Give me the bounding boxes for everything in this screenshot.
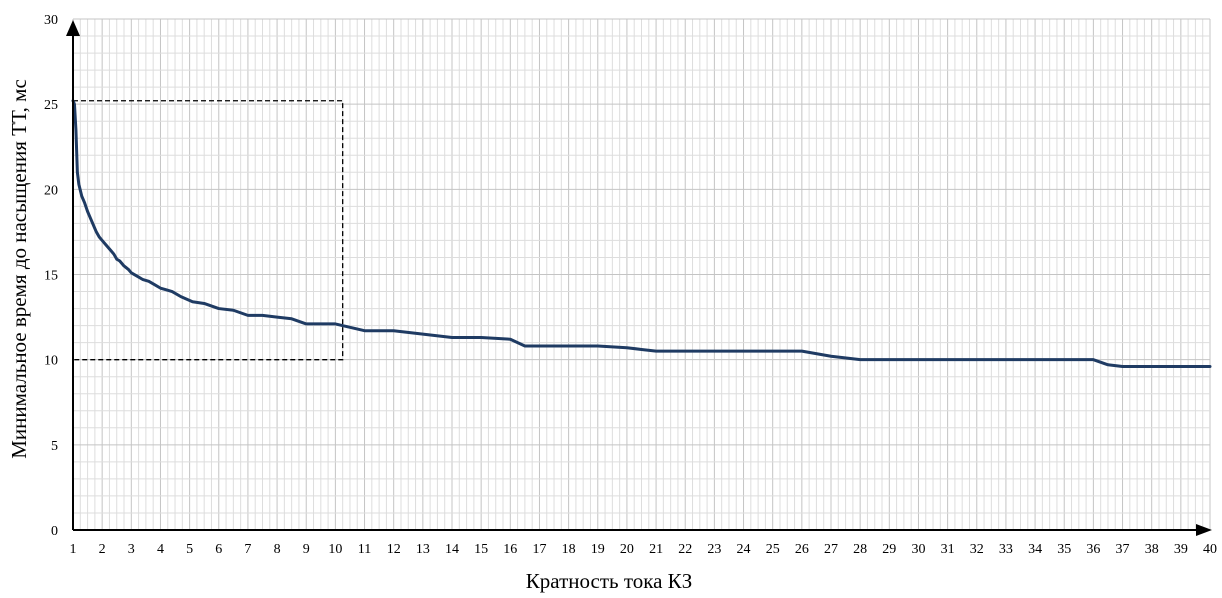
y-tick-label: 25 [44, 98, 58, 113]
x-tick-label: 27 [824, 542, 838, 557]
y-tick-label: 0 [51, 524, 58, 539]
x-tick-label: 17 [532, 542, 546, 557]
x-tick-label: 7 [244, 542, 251, 557]
x-tick-label: 10 [328, 542, 342, 557]
x-tick-label: 1 [70, 542, 77, 557]
x-tick-label: 34 [1028, 542, 1042, 557]
x-tick-label: 2 [99, 542, 106, 557]
x-tick-label: 20 [620, 542, 634, 557]
x-tick-label: 23 [707, 542, 721, 557]
x-tick-label: 9 [303, 542, 310, 557]
x-tick-label: 12 [387, 542, 401, 557]
x-tick-label: 3 [128, 542, 135, 557]
x-tick-label: 19 [591, 542, 605, 557]
x-tick-label: 15 [474, 542, 488, 557]
x-tick-label: 31 [941, 542, 955, 557]
x-tick-label: 32 [970, 542, 984, 557]
x-tick-label: 30 [911, 542, 925, 557]
dashed-zoom-rectangle [73, 101, 343, 360]
x-tick-label: 13 [416, 542, 430, 557]
x-tick-label: 35 [1057, 542, 1071, 557]
chart-annotations [73, 101, 343, 360]
x-tick-label: 36 [1086, 542, 1100, 557]
x-tick-label: 29 [882, 542, 896, 557]
y-tick-label: 15 [44, 269, 58, 284]
x-tick-label: 26 [795, 542, 809, 557]
x-tick-label: 37 [1116, 542, 1130, 557]
x-tick-label: 38 [1145, 542, 1159, 557]
x-tick-label: 5 [186, 542, 193, 557]
x-tick-label: 18 [562, 542, 576, 557]
x-tick-label: 14 [445, 542, 459, 557]
x-tick-label: 22 [678, 542, 692, 557]
y-tick-label: 10 [44, 354, 58, 369]
y-tick-label: 5 [51, 439, 58, 454]
y-axis-title: Минимальное время до насыщения ТТ, мс [7, 79, 31, 459]
x-tick-label: 33 [999, 542, 1013, 557]
y-tick-label: 30 [44, 13, 58, 28]
chart-grid [73, 19, 1210, 530]
x-tick-label: 28 [853, 542, 867, 557]
x-tick-label: 8 [274, 542, 281, 557]
x-tick-label: 16 [503, 542, 517, 557]
y-tick-labels: 0 5 10 15 20 25 30 [44, 13, 58, 539]
x-tick-label: 21 [649, 542, 663, 557]
y-tick-label: 20 [44, 183, 58, 198]
y-axis-arrow [66, 20, 80, 36]
x-tick-label: 24 [737, 542, 751, 557]
x-tick-label: 6 [215, 542, 222, 557]
x-tick-label: 39 [1174, 542, 1188, 557]
x-tick-label: 11 [358, 542, 371, 557]
x-tick-label: 4 [157, 542, 164, 557]
chart-axes [66, 20, 1212, 536]
x-tick-label: 40 [1203, 542, 1217, 557]
x-tick-label: 25 [766, 542, 780, 557]
x-tick-labels: 1 2 3 4 5 6 7 8 9 10 11 12 13 14 15 16 17 18 19 20 21 22 23 24 2… [70, 542, 1218, 557]
x-axis-title: Кратность тока КЗ [526, 569, 692, 593]
